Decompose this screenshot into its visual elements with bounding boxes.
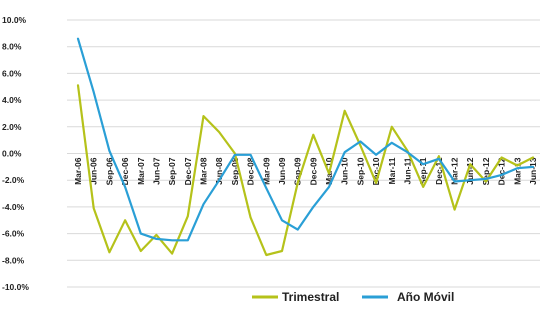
x-tick-label: Jun-10 [340, 157, 350, 185]
x-tick-label: Sep-12 [481, 157, 491, 185]
x-tick-label: Sep-09 [293, 157, 303, 185]
x-tick-label: Jun-09 [277, 157, 287, 185]
x-tick-label: Sep-06 [104, 157, 114, 185]
x-tick-label: Sep-10 [355, 157, 365, 185]
x-tick-label: Sep-08 [230, 157, 240, 185]
y-tick-label: 10.0% [2, 15, 27, 25]
x-tick-label: Dec-07 [183, 157, 193, 185]
x-tick-label: Dec-12 [497, 157, 507, 185]
x-tick-label: Mar-06 [73, 157, 83, 185]
legend-label-trimestral: Trimestral [282, 290, 339, 304]
y-tick-label: 2.0% [2, 122, 22, 132]
series-line-ano-movil [76, 37, 535, 242]
x-tick-label: Mar-08 [199, 157, 209, 185]
y-tick-label: 4.0% [2, 95, 22, 105]
y-tick-label: -2.0% [2, 175, 25, 185]
x-tick-label: Dec-10 [371, 157, 381, 185]
x-tick-label: Jun-12 [465, 157, 475, 185]
y-tick-label: 6.0% [2, 68, 22, 78]
gridlines [67, 19, 540, 288]
series-lines [76, 37, 535, 257]
legend-label-ano-movil: Año Móvil [397, 290, 454, 304]
legend: Trimestral Año Móvil [252, 290, 454, 304]
x-tick-label: Jun-11 [402, 157, 412, 184]
x-tick-label: Dec-08 [246, 157, 256, 185]
x-tick-label: Sep-11 [418, 157, 428, 185]
x-tick-label: Dec-11 [434, 157, 444, 185]
x-tick-label: Mar-07 [136, 157, 146, 185]
x-tick-label: Mar-13 [512, 157, 522, 185]
x-tick-label: Jun-13 [528, 157, 538, 185]
x-tick-label: Dec-09 [308, 157, 318, 185]
x-tick-label: Mar-12 [450, 157, 460, 185]
y-tick-label: 0.0% [2, 149, 22, 159]
y-tick-label: -10.0% [2, 282, 29, 292]
x-tick-label: Jun-08 [214, 157, 224, 185]
x-tick-label: Jun-06 [89, 157, 99, 185]
y-tick-label: 8.0% [2, 42, 22, 52]
x-tick-label: Mar-09 [261, 157, 271, 185]
y-tick-label: -8.0% [2, 255, 25, 265]
y-axis: 10.0% 8.0% 6.0% 4.0% 2.0% 0.0% -2.0% -4.0% -6.0%… [2, 15, 29, 292]
x-tick-label: Dec-06 [120, 157, 130, 185]
y-tick-label: -4.0% [2, 202, 25, 212]
x-tick-label: Mar-11 [387, 157, 397, 184]
x-tick-label: Sep-07 [167, 157, 177, 185]
x-tick-label: Jun-07 [151, 157, 161, 185]
y-tick-label: -6.0% [2, 229, 25, 239]
